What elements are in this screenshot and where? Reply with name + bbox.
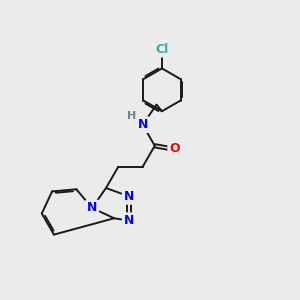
Text: N: N	[87, 202, 97, 214]
Text: N: N	[124, 190, 134, 203]
Text: N: N	[124, 214, 134, 227]
Text: N: N	[137, 118, 148, 131]
Text: H: H	[127, 111, 136, 122]
Text: Cl: Cl	[155, 43, 169, 56]
Text: O: O	[169, 142, 180, 155]
